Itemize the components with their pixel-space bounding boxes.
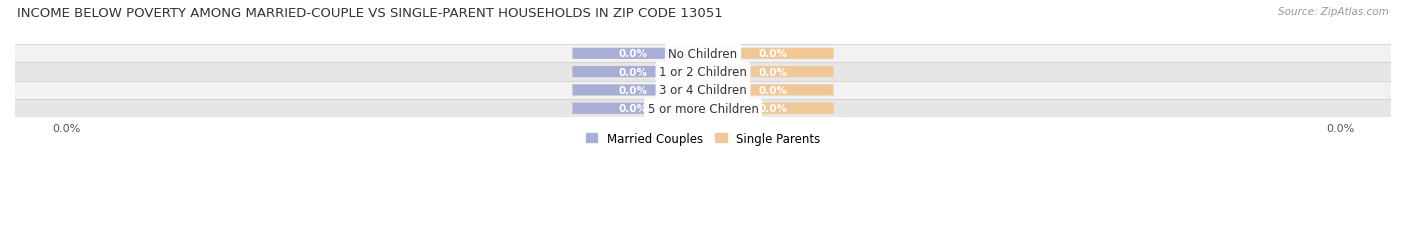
Text: 0.0%: 0.0% xyxy=(759,104,787,114)
Bar xyxy=(15,82,1391,100)
FancyBboxPatch shape xyxy=(572,103,693,114)
Bar xyxy=(15,100,1391,118)
Bar xyxy=(15,45,1391,63)
Text: No Children: No Children xyxy=(668,48,738,61)
Legend: Married Couples, Single Parents: Married Couples, Single Parents xyxy=(581,128,825,150)
Text: 0.0%: 0.0% xyxy=(759,67,787,77)
Text: 5 or more Children: 5 or more Children xyxy=(648,102,758,115)
FancyBboxPatch shape xyxy=(572,49,693,60)
Text: 0.0%: 0.0% xyxy=(759,49,787,59)
FancyBboxPatch shape xyxy=(572,85,693,96)
Bar xyxy=(15,63,1391,82)
Text: 0.0%: 0.0% xyxy=(619,67,647,77)
Text: INCOME BELOW POVERTY AMONG MARRIED-COUPLE VS SINGLE-PARENT HOUSEHOLDS IN ZIP COD: INCOME BELOW POVERTY AMONG MARRIED-COUPL… xyxy=(17,7,723,20)
Text: Source: ZipAtlas.com: Source: ZipAtlas.com xyxy=(1278,7,1389,17)
Text: 0.0%: 0.0% xyxy=(619,85,647,96)
Text: 0.0%: 0.0% xyxy=(619,104,647,114)
Text: 0.0%: 0.0% xyxy=(759,85,787,96)
FancyBboxPatch shape xyxy=(713,85,834,96)
FancyBboxPatch shape xyxy=(713,103,834,114)
Text: 1 or 2 Children: 1 or 2 Children xyxy=(659,66,747,79)
FancyBboxPatch shape xyxy=(572,67,693,78)
FancyBboxPatch shape xyxy=(713,67,834,78)
Text: 0.0%: 0.0% xyxy=(619,49,647,59)
FancyBboxPatch shape xyxy=(713,49,834,60)
Text: 3 or 4 Children: 3 or 4 Children xyxy=(659,84,747,97)
